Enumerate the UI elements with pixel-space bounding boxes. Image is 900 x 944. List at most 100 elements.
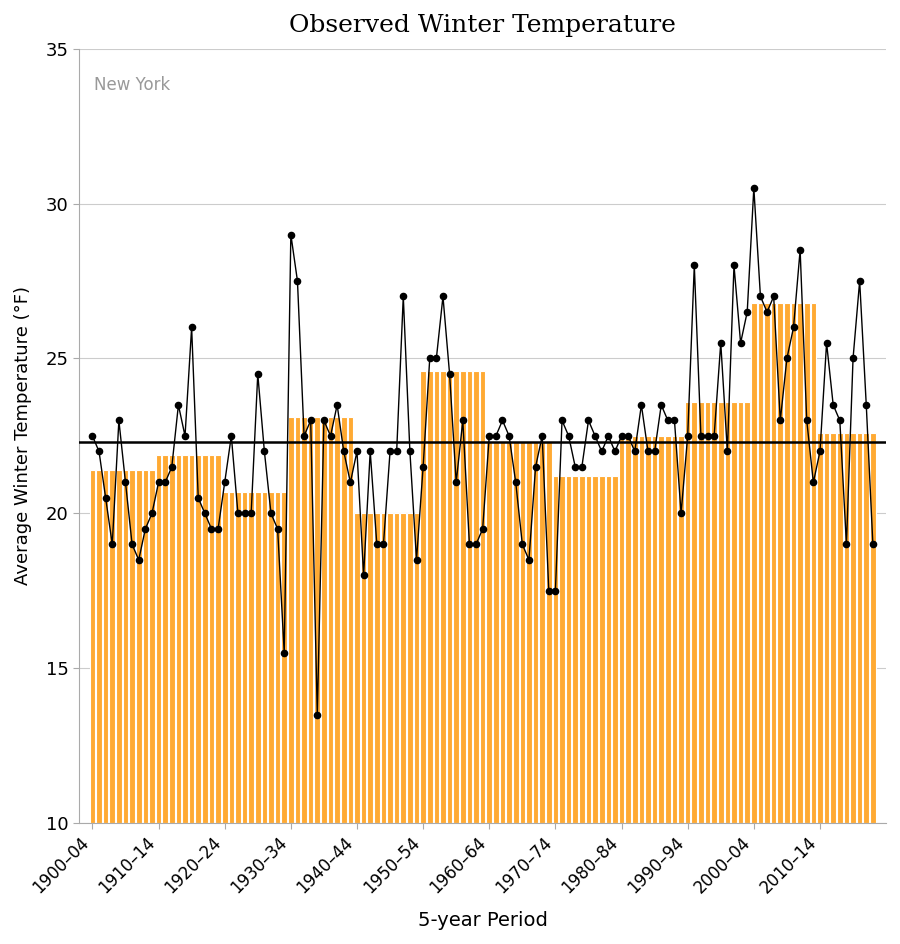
Text: New York: New York (94, 76, 170, 93)
Point (562, 429, 576, 444)
Point (396, 289, 410, 304)
Point (806, 475, 821, 490)
Bar (679, 436, 684, 823)
Bar (122, 470, 129, 823)
Bar (394, 514, 400, 823)
Bar (262, 492, 267, 823)
Point (615, 429, 629, 444)
Point (303, 413, 318, 428)
Bar (639, 436, 644, 823)
Bar (744, 402, 750, 823)
Bar (308, 417, 313, 823)
Bar (566, 476, 572, 823)
Y-axis label: Average Winter Temperature (°F): Average Winter Temperature (°F) (14, 286, 32, 585)
Point (436, 289, 450, 304)
Bar (116, 470, 122, 823)
Bar (843, 433, 850, 823)
Bar (811, 303, 816, 823)
Point (165, 460, 179, 475)
Point (171, 397, 185, 413)
Bar (579, 476, 585, 823)
Point (390, 444, 404, 459)
X-axis label: 5-year Period: 5-year Period (418, 911, 547, 930)
Bar (381, 514, 386, 823)
Point (191, 490, 205, 505)
Bar (90, 470, 95, 823)
Bar (328, 417, 333, 823)
Bar (195, 455, 201, 823)
Point (145, 506, 159, 521)
Bar (553, 476, 558, 823)
Point (257, 444, 272, 459)
Bar (222, 492, 228, 823)
Point (323, 429, 338, 444)
Bar (500, 442, 505, 823)
Point (548, 583, 562, 598)
Point (674, 506, 688, 521)
Point (740, 304, 754, 319)
Point (443, 366, 457, 381)
Bar (248, 492, 254, 823)
Point (449, 475, 464, 490)
Bar (294, 417, 301, 823)
Point (852, 274, 867, 289)
Point (455, 413, 470, 428)
Bar (705, 402, 710, 823)
Point (158, 475, 173, 490)
Point (787, 320, 801, 335)
Bar (626, 436, 631, 823)
Bar (103, 470, 109, 823)
Point (819, 335, 833, 350)
Point (568, 460, 582, 475)
Point (522, 552, 536, 567)
Bar (420, 371, 426, 823)
Bar (414, 514, 419, 823)
Point (429, 351, 444, 366)
Point (105, 537, 120, 552)
Point (92, 444, 106, 459)
Point (706, 429, 721, 444)
Bar (288, 417, 293, 823)
Point (310, 707, 325, 722)
Bar (268, 492, 274, 823)
Bar (612, 476, 617, 823)
Point (647, 444, 662, 459)
Point (760, 304, 774, 319)
Bar (632, 436, 637, 823)
Point (482, 429, 497, 444)
Point (370, 537, 384, 552)
Bar (314, 417, 320, 823)
Point (799, 413, 814, 428)
Point (846, 351, 860, 366)
Point (727, 258, 742, 273)
Point (495, 413, 509, 428)
Bar (321, 417, 327, 823)
Point (264, 506, 278, 521)
Point (641, 444, 655, 459)
Bar (659, 436, 664, 823)
Bar (400, 514, 406, 823)
Point (753, 289, 768, 304)
Bar (367, 514, 373, 823)
Bar (758, 303, 763, 823)
Point (720, 444, 734, 459)
Bar (493, 442, 499, 823)
Point (356, 568, 371, 583)
Bar (804, 303, 810, 823)
Point (767, 289, 781, 304)
Point (793, 243, 807, 258)
Bar (652, 436, 657, 823)
Bar (771, 303, 777, 823)
Bar (487, 442, 492, 823)
Point (747, 180, 761, 195)
Bar (606, 476, 611, 823)
Point (125, 537, 140, 552)
Point (680, 429, 695, 444)
Point (475, 521, 490, 536)
Bar (526, 442, 532, 823)
Point (489, 429, 503, 444)
Bar (407, 514, 413, 823)
Bar (440, 371, 445, 823)
Point (463, 537, 477, 552)
Bar (778, 303, 783, 823)
